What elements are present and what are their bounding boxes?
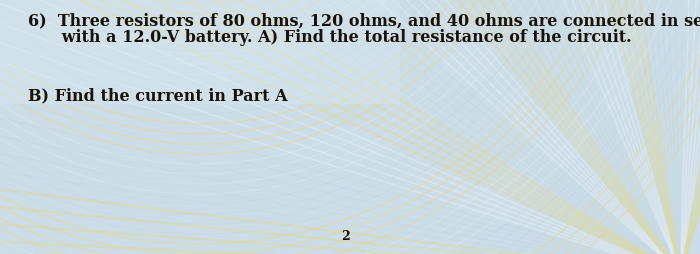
- FancyBboxPatch shape: [0, 0, 400, 105]
- Text: 2: 2: [341, 230, 349, 243]
- Text: with a 12.0-V battery. A) Find the total resistance of the circuit.: with a 12.0-V battery. A) Find the total…: [28, 29, 631, 46]
- Text: 6)  Three resistors of 80 ohms, 120 ohms, and 40 ohms are connected in series: 6) Three resistors of 80 ohms, 120 ohms,…: [28, 12, 700, 29]
- Text: B) Find the current in Part A: B) Find the current in Part A: [28, 87, 288, 104]
